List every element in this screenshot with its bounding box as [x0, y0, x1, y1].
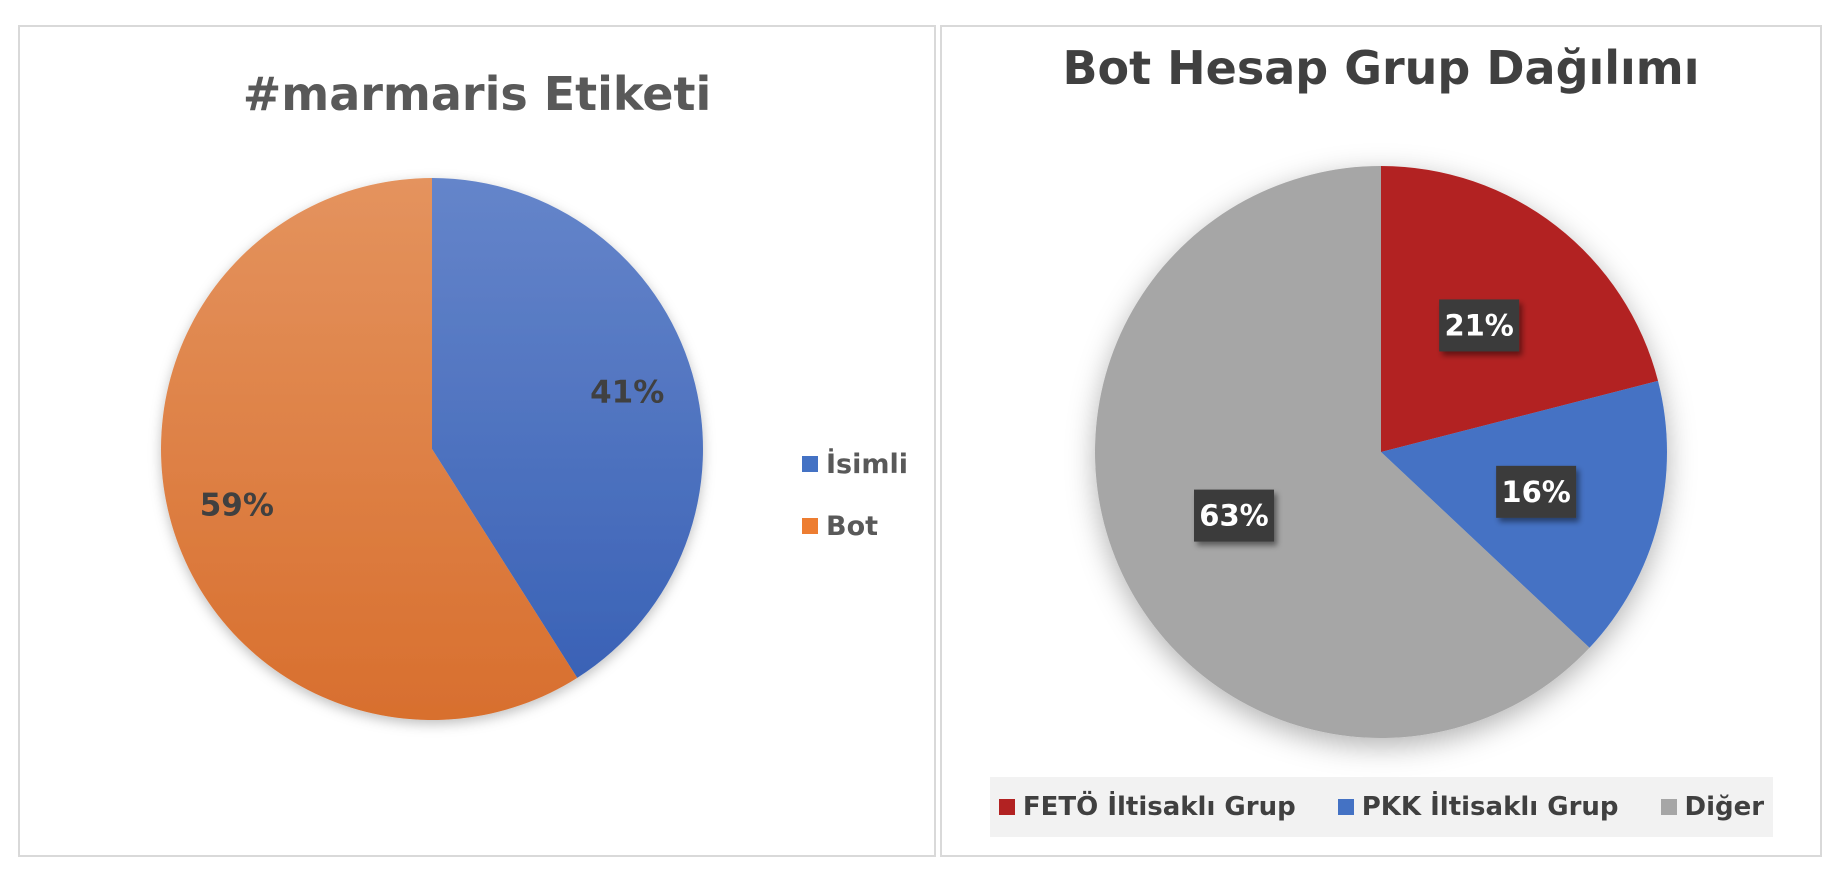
data-label: 16% [1501, 475, 1570, 509]
legend: FETÖ İltisaklı Grup PKK İltisaklı Grup D… [990, 777, 1773, 837]
pie-chart: 41% 59% [160, 178, 703, 720]
data-label-box [1194, 489, 1275, 542]
pie-slice-diger [1095, 165, 1590, 738]
legend-label: Diğer [1684, 792, 1765, 822]
pie-chart: 21% 16% 63% [1095, 165, 1667, 738]
legend-item-pkk: PKK İltisaklı Grup [1337, 790, 1619, 824]
pie-slices [160, 178, 703, 720]
chart-panel-left: #marmaris Etiketi 41% 59% İsimli Bot [18, 25, 936, 857]
legend-item-bot: Bot [802, 509, 908, 543]
legend-label: Bot [826, 510, 879, 542]
pie-slice-isimli [432, 178, 703, 678]
legend: İsimli Bot [802, 447, 908, 571]
legend-swatch [1337, 799, 1354, 815]
legend-swatch [802, 456, 818, 472]
chart-panel-right: Bot Hesap Grup Dağılımı 21% 16% 63% FETÖ İ… [940, 25, 1822, 857]
legend-swatch [1660, 799, 1677, 815]
data-label-box [1496, 465, 1577, 518]
legend-item-isimli: İsimli [802, 447, 908, 481]
data-label: 63% [1199, 499, 1268, 533]
data-label: 41% [590, 374, 664, 410]
legend-label: İsimli [826, 448, 909, 480]
legend-swatch [802, 518, 818, 534]
data-label: 21% [1444, 308, 1513, 342]
legend-label: PKK İltisaklı Grup [1361, 792, 1619, 822]
chart-title: Bot Hesap Grup Dağılımı [1062, 41, 1700, 95]
pie-slice-feto-iltisakli-grup [1381, 166, 1659, 452]
data-label-box [1439, 299, 1520, 352]
legend-label: FETÖ İltisaklı Grup [1022, 792, 1296, 822]
pie-slice-bot [160, 178, 578, 720]
data-label: 59% [200, 488, 274, 524]
chart-title: #marmaris Etiketi [242, 67, 712, 121]
legend-item-feto: FETÖ İltisaklı Grup [998, 790, 1296, 824]
pie-slices [1095, 165, 1667, 738]
legend-swatch [998, 799, 1015, 815]
legend-item-diger: Diğer [1660, 790, 1765, 824]
